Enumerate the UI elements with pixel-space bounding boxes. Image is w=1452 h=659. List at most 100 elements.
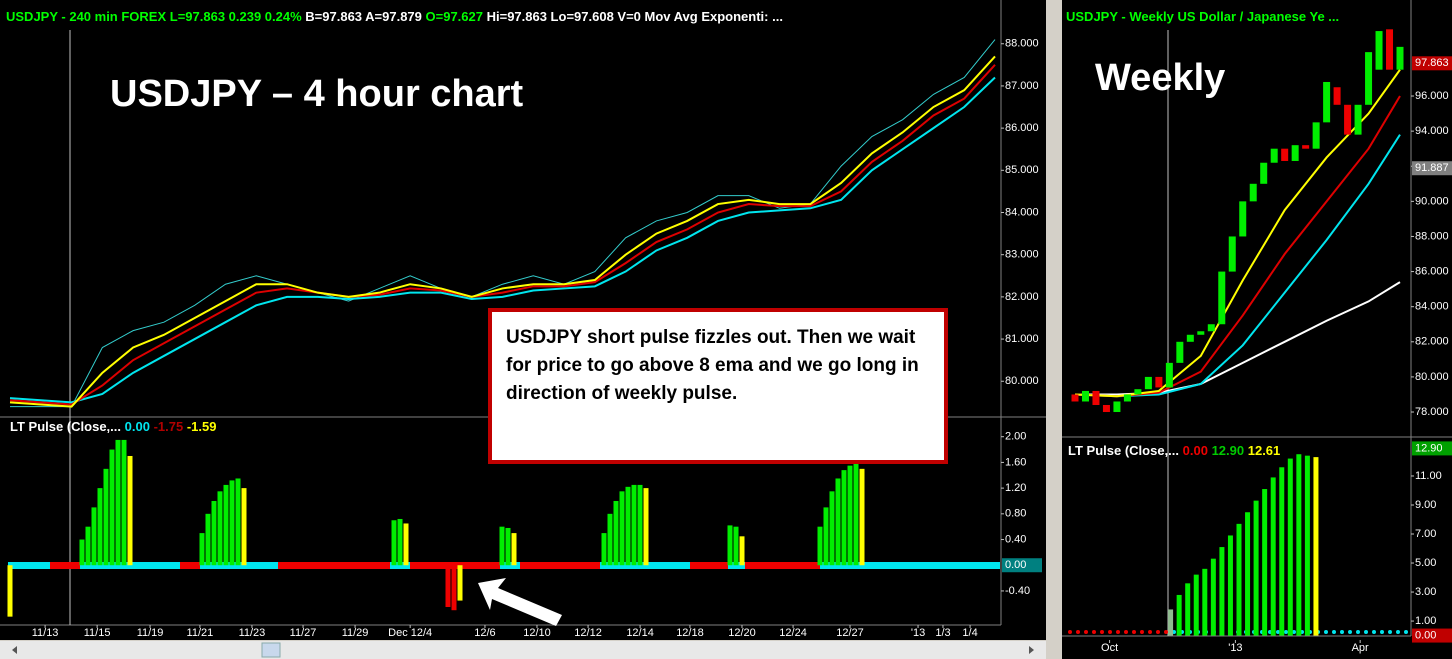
candle-body: [1323, 81, 1331, 123]
zero-dot: [1100, 630, 1104, 634]
zero-dot: [1068, 630, 1072, 634]
zero-dot: [1148, 630, 1152, 634]
x-tick-label: Dec 12/4: [388, 627, 432, 639]
zero-segment: [278, 562, 390, 569]
y-tick-label: 96.000: [1415, 90, 1449, 102]
y-tick-label: 81.000: [1005, 333, 1039, 345]
y-tick-label: 80.000: [1415, 371, 1449, 383]
bar: [451, 565, 457, 611]
y-tick-label: 11.00: [1415, 470, 1442, 482]
scroll-left[interactable]: [12, 646, 17, 654]
candle-body: [1197, 331, 1205, 335]
x-tick-label: Apr: [1352, 642, 1369, 654]
candle-body: [1281, 148, 1289, 161]
bar: [1202, 568, 1208, 636]
bar: [631, 484, 637, 566]
x-tick-label: 1/4: [962, 627, 977, 639]
candle-body: [1092, 390, 1100, 405]
x-tick-label: 11/19: [137, 627, 164, 639]
scroll-thumb[interactable]: [261, 642, 281, 658]
zero-dot: [1284, 630, 1288, 634]
scrollbar[interactable]: [0, 641, 1046, 659]
candle-body: [1333, 87, 1341, 105]
y-tick-label: 78.000: [1415, 406, 1449, 418]
header-segment: B=97.863 A=97.879: [302, 9, 422, 24]
x-tick-label: 12/24: [779, 627, 807, 639]
zero-dot: [1140, 630, 1144, 634]
bar: [637, 484, 643, 566]
bar: [505, 527, 511, 566]
y-tick-label: 82.000: [1415, 336, 1449, 348]
x-tick-label: 12/18: [676, 627, 704, 639]
legend-entry: 0.00: [125, 419, 150, 434]
legend-entry: 12.61: [1248, 443, 1281, 458]
bar: [619, 491, 625, 566]
bar: [829, 491, 835, 566]
y-tick-label: 87.000: [1005, 80, 1039, 92]
bar: [823, 507, 829, 566]
bar: [445, 565, 451, 608]
bar: [499, 526, 505, 566]
bar: [625, 486, 631, 566]
bar: [205, 513, 211, 566]
legend: LT Pulse (Close,... 0.00 12.90 12.61: [1068, 443, 1280, 458]
y-tick-label: 1.60: [1005, 456, 1026, 468]
candle-body: [1260, 162, 1268, 184]
chart-header: USDJPY - Weekly US Dollar / Japanese Ye …: [1066, 9, 1339, 24]
bar: [859, 468, 865, 566]
bar: [403, 523, 409, 566]
zero-dot: [1372, 630, 1376, 634]
zero-dot: [1396, 630, 1400, 634]
zero-dot: [1332, 630, 1336, 634]
bar: [79, 539, 85, 566]
bar: [223, 484, 229, 566]
y-tick-label: 0.80: [1005, 508, 1026, 520]
candle-body: [1344, 104, 1352, 135]
series-line: [10, 39, 996, 408]
bar: [1287, 458, 1293, 636]
bar: [127, 455, 133, 566]
bar: [847, 465, 853, 566]
bar: [1210, 558, 1216, 636]
x-tick-label: '13: [911, 627, 925, 639]
legend-entry: 12.90: [1212, 443, 1245, 458]
header-segment: USDJPY - 240 min FOREX L=97.863 0.239 0.…: [6, 9, 302, 24]
bar: [1245, 512, 1251, 636]
candle-body: [1312, 122, 1320, 149]
chart-label: USDJPY – 4 hour chart: [110, 73, 524, 115]
bar: [1168, 609, 1174, 636]
zero-segment: [728, 562, 745, 569]
y-tick-label: 5.00: [1415, 557, 1436, 569]
y-tick-label: 7.00: [1415, 528, 1436, 540]
bar: [109, 449, 115, 566]
zero-segment: [80, 562, 180, 569]
x-tick-label: 12/14: [626, 627, 654, 639]
axis-marker: [1412, 441, 1452, 456]
x-tick-label: 11/27: [290, 627, 317, 639]
scroll-right[interactable]: [1029, 646, 1034, 654]
bar: [607, 513, 613, 566]
zero-segment: [180, 562, 200, 569]
candle-body: [1218, 271, 1226, 325]
candle-body: [1386, 29, 1394, 70]
zero-segment: [745, 562, 820, 569]
bar: [1185, 583, 1191, 636]
zero-dot: [1380, 630, 1384, 634]
header-segment: O=97.627: [422, 9, 483, 24]
bar: [853, 463, 859, 566]
axis-marker: [1412, 161, 1452, 176]
bar: [841, 470, 847, 566]
bar: [199, 533, 205, 566]
y-tick-label: 88.000: [1415, 230, 1449, 242]
header-segment: Hi=97.863 Lo=97.608 V=0 Mov Avg Exponent…: [483, 9, 783, 24]
bar: [397, 518, 403, 566]
bar: [1227, 535, 1233, 636]
y-tick-label: 80.000: [1005, 375, 1039, 387]
x-tick-label: 11/21: [187, 627, 214, 639]
legend-entry: LT Pulse (Close,...: [10, 419, 121, 434]
zero-dot: [1356, 630, 1360, 634]
axis-marker-label: 0.00: [1005, 559, 1026, 571]
candle-body: [1354, 104, 1362, 135]
legend-entry: LT Pulse (Close,...: [1068, 443, 1183, 458]
candle-body: [1375, 31, 1383, 70]
